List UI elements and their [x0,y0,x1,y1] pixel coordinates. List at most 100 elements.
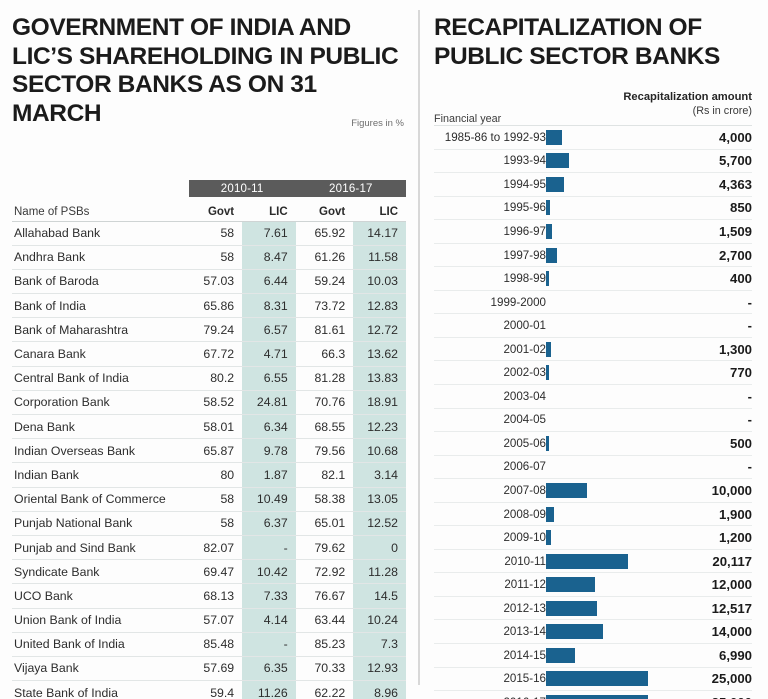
chart-bar [546,153,570,169]
chart-row: 2008-09 1,900 [434,501,752,526]
govt-2010-value: 58 [188,244,243,270]
table-row: Oriental Bank of Commerce 58 10.49 58.38 13.… [12,486,406,512]
table-row: Corporation Bank 58.52 24.81 70.76 18.91 [12,389,406,415]
lic-2016-value: 0 [353,534,406,560]
bank-name: Central Bank of India [12,365,189,391]
chart-value-label: 4,000 [654,125,752,150]
chart-year-label: 1985-86 to 1992-93 [434,125,546,150]
chart-year-label: 2010-11 [434,548,546,573]
govt-2016-value: 66.3 [295,341,354,367]
chart-year-label: 1994-95 [434,172,546,197]
govt-2010-value: 67.72 [188,341,243,367]
lic-2010-value: 6.34 [242,413,296,439]
chart-bar [546,577,595,593]
lic-2010-value: 8.31 [242,293,296,318]
bank-name: Indian Bank [12,462,189,488]
govt-2016-value: 70.33 [295,655,354,681]
bank-name: Vijaya Bank [12,655,189,681]
lic-2016-value: 7.3 [353,631,406,657]
figures-unit-note: Figures in % [351,118,404,129]
chart-value-label: 1,900 [654,501,752,526]
lic-2016-value: 11.28 [353,559,406,584]
lic-2016-value: 12.23 [353,413,406,439]
table-row: Bank of Baroda 57.03 6.44 59.24 10.03 [12,268,406,294]
chart-bar [546,200,550,216]
govt-2016-value: 79.62 [295,534,354,560]
chart-year-label: 1993-94 [434,148,546,173]
chart-year-label: 2000-01 [434,313,546,338]
table-row: Central Bank of India 80.2 6.55 81.28 13.83 [12,365,406,391]
chart-value-label: 12,517 [654,595,752,620]
chart-year-label: 2009-10 [434,525,546,550]
govt-2016-value: 73.72 [295,293,354,318]
bank-name: Bank of Baroda [12,268,189,294]
chart-bar [546,530,551,546]
chart-bar-cell [546,336,654,361]
chart-bar-cell [546,595,654,620]
govt-2016-value: 82.1 [295,462,354,488]
govt-2016-value: 65.92 [295,220,354,246]
lic-2010-value: 6.37 [242,510,296,536]
shareholding-table: 2010-11 2016-17 Name of PSBs Govt LIC Go… [12,180,406,699]
govt-2016-value: 61.26 [295,244,354,270]
lic-2010-value: 9.78 [242,438,296,463]
chart-year-label: 2015-16 [434,666,546,691]
lic-2010-value: 11.26 [242,680,296,699]
lic-2010-value: 6.44 [242,268,296,294]
govt-2010-value: 57.07 [188,607,243,633]
chart-year-label: 1997-98 [434,242,546,267]
chart-value-label: 2,700 [654,242,752,267]
govt-2016-value: 85.23 [295,631,354,657]
chart-row: 1998-99 400 [434,266,752,291]
chart-row: 2007-08 10,000 [434,478,752,503]
table-row: Bank of India 65.86 8.31 73.72 12.83 [12,293,406,318]
lic-2010-value: 1.87 [242,462,296,488]
chart-row: 2009-10 1,200 [434,525,752,550]
lic-2010-value: 6.55 [242,365,296,391]
chart-row: 2004-05 - [434,407,752,432]
lic-2010-value: 4.71 [242,341,296,367]
chart-value-label: 1,200 [654,525,752,550]
table-group-header-row: 2010-11 2016-17 [12,180,406,197]
govt-2010-value: 58 [188,510,243,536]
govt-2016-value: 79.56 [295,438,354,463]
chart-value-label: 1,300 [654,336,752,361]
chart-row: 2014-15 6,990 [434,643,752,668]
table-row: State Bank of India 59.4 11.26 62.22 8.96 [12,680,406,699]
chart-year-label: 2013-14 [434,619,546,644]
lic-2010-value: 6.57 [242,317,296,342]
chart-bar [546,223,553,239]
chart-header: Recapitalization amount (Rs in crore) Fi… [434,91,752,125]
chart-year-label: 2003-04 [434,384,546,409]
chart-row: 2002-03 770 [434,360,752,385]
chart-bar [546,176,564,192]
govt-2010-value: 82.07 [188,534,243,560]
lic-2016-value: 10.24 [353,607,406,633]
amount-column-header: Recapitalization amount (Rs in crore) [522,91,752,118]
chart-bar-cell [546,407,654,432]
chart-value-label: - [654,407,752,432]
chart-bar [546,129,563,145]
chart-value-label: 20,117 [654,548,752,573]
table-row: United Bank of India 85.48-85.23 7.3 [12,631,406,657]
chart-row: 1997-98 2,700 [434,242,752,267]
column-header-lic-2016: LIC [379,205,398,218]
chart-bar-cell [546,289,654,314]
group-header-2010-11: 2010-11 [188,180,296,197]
lic-2016-value: 3.14 [353,462,406,488]
table-row: Indian Bank 80 1.87 82.1 3.14 [12,462,406,488]
chart-bar-cell [546,478,654,503]
chart-bar [546,247,557,263]
lic-2016-value: 14.17 [353,220,406,246]
govt-2016-value: 70.76 [295,389,354,415]
chart-bar-cell [546,195,654,220]
govt-2016-value: 68.55 [295,413,354,439]
table-row: Bank of Maharashtra 79.24 6.57 81.61 12.72 [12,317,406,342]
chart-bar-cell [546,643,654,668]
chart-year-label: 1995-96 [434,195,546,220]
chart-bar [546,506,554,522]
chart-row: 2016-17 25,000 [434,690,752,699]
table-row: UCO Bank 68.13 7.33 76.67 14.5 [12,583,406,608]
chart-year-label: 2008-09 [434,501,546,526]
govt-2016-value: 76.67 [295,583,354,608]
